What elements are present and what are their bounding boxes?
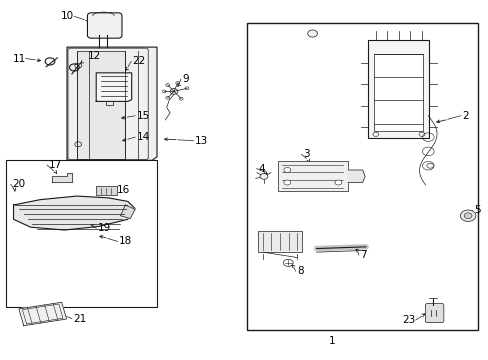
Text: 4: 4 [258, 163, 264, 174]
Text: 1: 1 [328, 336, 335, 346]
Text: 14: 14 [136, 132, 149, 142]
Bar [77, 51, 125, 158]
Text: 13: 13 [195, 136, 208, 146]
Bar [96, 186, 116, 195]
FancyBboxPatch shape [87, 13, 122, 38]
Text: 16: 16 [117, 185, 130, 195]
Text: 8: 8 [296, 266, 303, 276]
Text: 19: 19 [98, 223, 111, 233]
Text: 18: 18 [119, 237, 132, 247]
Polygon shape [52, 173, 72, 182]
Polygon shape [96, 73, 131, 102]
Circle shape [334, 180, 341, 185]
Circle shape [260, 174, 267, 179]
Text: 22: 22 [132, 57, 145, 66]
Polygon shape [67, 47, 157, 160]
Polygon shape [120, 205, 135, 219]
Bar [368, 40, 428, 138]
Bar [6, 160, 157, 307]
Circle shape [284, 180, 290, 185]
Bar [277, 161, 347, 192]
Circle shape [426, 163, 433, 168]
Text: 21: 21 [73, 314, 86, 324]
Circle shape [459, 210, 475, 221]
Text: 2: 2 [461, 111, 468, 121]
Text: 12: 12 [88, 51, 101, 61]
Circle shape [463, 213, 471, 219]
Circle shape [170, 89, 178, 94]
Text: 5: 5 [473, 205, 480, 215]
Circle shape [307, 30, 317, 37]
FancyBboxPatch shape [425, 303, 443, 323]
Text: 3: 3 [302, 149, 309, 159]
Text: 11: 11 [12, 54, 26, 64]
Polygon shape [347, 170, 365, 183]
Text: 20: 20 [12, 179, 25, 189]
Polygon shape [19, 302, 66, 326]
Text: 15: 15 [136, 111, 149, 121]
Text: 23: 23 [402, 315, 415, 325]
Polygon shape [14, 196, 135, 230]
Bar [373, 54, 423, 131]
Bar [246, 23, 477, 330]
Bar [258, 231, 301, 252]
Text: 7: 7 [360, 250, 366, 260]
Circle shape [284, 167, 290, 172]
Text: 6: 6 [261, 244, 267, 253]
Text: 9: 9 [182, 74, 188, 84]
Text: 17: 17 [48, 160, 61, 170]
Text: 10: 10 [61, 12, 74, 21]
